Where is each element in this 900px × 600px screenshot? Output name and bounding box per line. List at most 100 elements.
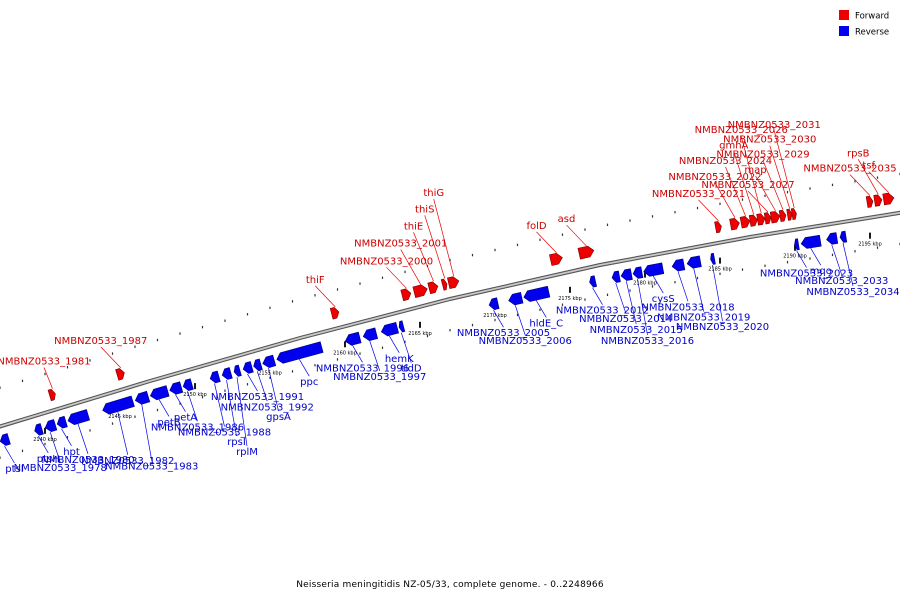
gene-label: NMBNZ0533_1992 <box>221 402 314 413</box>
gene-label: NMBNZ0533_2023 <box>760 269 853 280</box>
guide-dot <box>381 276 384 279</box>
gene-label: petB <box>157 417 180 428</box>
tick-label: 2155 kbp <box>258 371 282 377</box>
backbone-line <box>0 211 900 428</box>
guide-dot <box>516 243 519 247</box>
guide-dot <box>696 206 699 210</box>
gene-arrow <box>398 320 406 333</box>
gene-NMBNZ0533_2006 <box>508 291 524 306</box>
gene-label: folD <box>526 221 546 232</box>
genome-backbone <box>0 210 900 429</box>
tick-mark <box>44 427 46 434</box>
gene-label: NMBNZ0533_1986 <box>151 422 244 433</box>
gene-label: tldD <box>401 364 422 375</box>
gene-arrow <box>149 385 170 401</box>
genes <box>0 192 895 446</box>
gene-NMBNZ0533_2016 <box>632 266 644 279</box>
guide-dot <box>831 183 834 187</box>
gene-rpsI <box>221 367 233 380</box>
leader-line <box>769 145 791 209</box>
leader-line <box>652 275 664 294</box>
tick-label: 2160 kbp <box>333 350 357 356</box>
guide-dot <box>876 246 879 249</box>
gene-label: NMBNZ0533_2019 <box>657 313 750 324</box>
guide-dot <box>584 298 586 301</box>
gene-NMBNZ0533_2033 <box>826 232 839 245</box>
gene-map <box>769 211 781 224</box>
guide-dot <box>381 346 384 349</box>
gene-arrow <box>447 276 460 290</box>
genome-caption: Neisseria meningitidis NZ-05/33, complet… <box>296 580 604 590</box>
gene-label: hldE_C <box>529 318 563 329</box>
gene-NMBNZ0533_2029 <box>778 209 787 222</box>
gene-arrow <box>839 230 848 243</box>
tick-label: 2185 kbp <box>708 267 732 273</box>
gene-arrow <box>794 238 800 251</box>
legend-reverse-swatch <box>839 26 849 36</box>
leader-line <box>175 394 186 412</box>
gene-NMBNZ0533_1986 <box>182 378 194 391</box>
gene-label: thiF <box>306 275 325 286</box>
gene-arrow <box>182 378 194 391</box>
guide-dot <box>201 395 204 399</box>
gene-NMBNZ0533_2023 <box>794 238 800 251</box>
leader-line <box>400 332 412 363</box>
gene-label: map <box>744 165 766 176</box>
gene-cysS <box>643 262 665 277</box>
gene-label: NMBNZ0533_2021 <box>652 189 745 200</box>
leader-line <box>424 215 446 279</box>
gene-label: NMBNZ0533_2018 <box>641 302 734 313</box>
guide-dot <box>651 215 654 218</box>
gene-label: NMBNZ0533_2031 <box>728 120 821 131</box>
leader-line <box>4 445 15 464</box>
gene-label: NMBNZ0533_1988 <box>178 428 271 439</box>
gene-label: NMBNZ0533_1997 <box>333 372 426 383</box>
gene-label: thiG <box>423 188 444 199</box>
gene-NMBNZ0533_2014 <box>611 270 621 283</box>
gene-label: NMBNZ0533_2001 <box>354 239 447 250</box>
gene-arrow <box>440 278 448 291</box>
leader-line <box>762 160 784 210</box>
gene-label: NMBNZ0533_2012 <box>556 306 649 317</box>
guide-dot <box>786 260 789 264</box>
gene-NMBNZ0533_2020 <box>710 252 716 265</box>
guide-dot <box>629 219 631 222</box>
gene-label: NMBNZ0533_1978 <box>14 463 107 474</box>
guide-dot <box>111 352 114 355</box>
leader-line <box>268 367 279 412</box>
gene-label: NMBNZ0533_1981 <box>0 357 91 368</box>
gene-label: NMBNZ0533_2000 <box>340 256 433 267</box>
gene-arrow <box>786 208 793 221</box>
guide-dot <box>606 223 609 226</box>
guide-dot <box>0 386 1 389</box>
leader-line <box>725 166 746 216</box>
guide-dot <box>471 253 474 257</box>
guide-dot <box>314 294 316 297</box>
gene-label: NMBNZ0533_2006 <box>479 336 572 347</box>
gene-NMBNZ0533_1987 <box>115 368 125 381</box>
leader-lines <box>4 130 890 464</box>
gene-arrow <box>748 214 758 227</box>
gene-label: NMBNZ0533_2015 <box>590 325 683 336</box>
gene-NMBNZ0533_2015 <box>620 268 633 281</box>
leader-line <box>256 371 268 402</box>
gene-arrow <box>134 390 151 405</box>
legend: Forward Reverse <box>839 10 889 38</box>
guide-dot <box>66 366 69 369</box>
gene-arrow <box>344 331 362 346</box>
tick-mark <box>419 321 421 328</box>
guide-dot <box>584 228 586 231</box>
tick-label: 2140 kbp <box>33 437 57 443</box>
leader-line <box>61 428 72 447</box>
leader-line <box>388 335 400 353</box>
leader-line <box>49 432 61 463</box>
leader-line <box>247 373 258 392</box>
leader-line <box>773 130 795 208</box>
gene-label: NMBNZ0533_1987 <box>54 336 147 347</box>
gene-label: petA <box>174 413 197 424</box>
leader-line <box>298 359 310 377</box>
guide-dot <box>764 194 766 197</box>
leader-line <box>214 383 225 427</box>
legend-reverse-label: Reverse <box>855 28 889 38</box>
